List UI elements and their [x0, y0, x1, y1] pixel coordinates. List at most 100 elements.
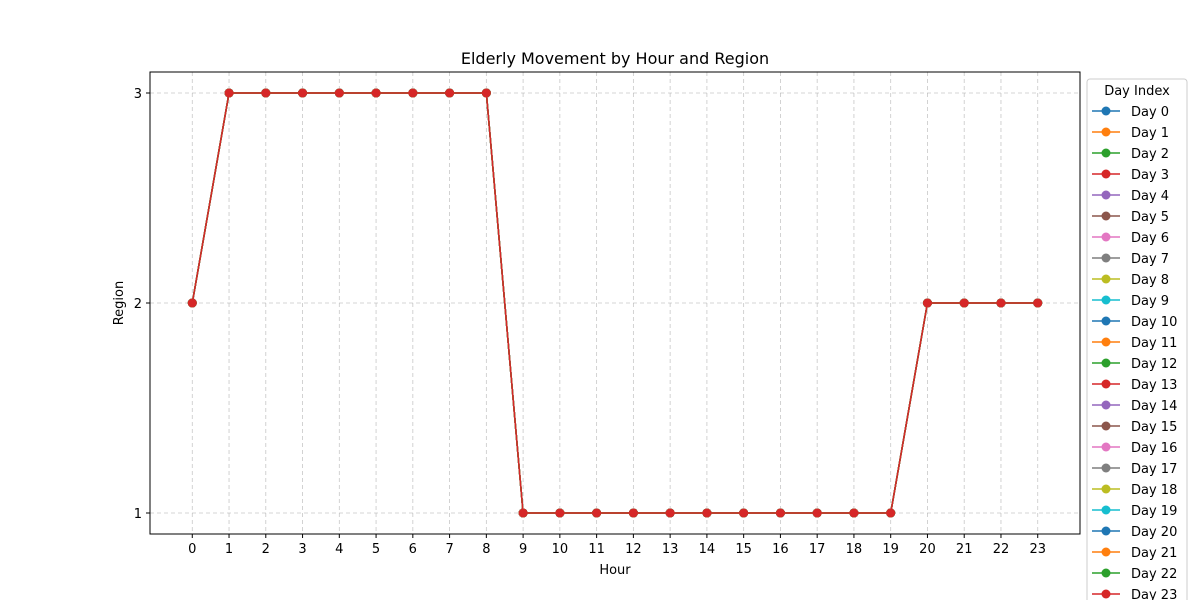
data-point: [628, 508, 638, 518]
x-axis: 0 1 2 3 4 5 6 7 8 9 10 11 12 13 14 15 16 17 18 19 20 21 22 23: [188, 534, 1046, 557]
legend-label: Day 17: [1131, 462, 1177, 477]
legend-entry: Day 20: [1092, 525, 1177, 540]
data-point: [224, 88, 234, 98]
legend-label: Day 18: [1131, 483, 1177, 498]
data-point: [665, 508, 675, 518]
legend-marker: [1101, 190, 1111, 200]
legend-entry: Day 21: [1092, 546, 1177, 561]
legend-marker: [1101, 295, 1111, 305]
data-point: [996, 298, 1006, 308]
legend-entry: Day 7: [1092, 252, 1169, 267]
legend-entry: Day 12: [1092, 357, 1177, 372]
legend-entry: Day 8: [1092, 273, 1169, 288]
legend-marker: [1101, 127, 1111, 137]
legend-label: Day 6: [1131, 231, 1169, 246]
data-point: [555, 508, 565, 518]
data-point: [702, 508, 712, 518]
legend-label: Day 4: [1131, 189, 1169, 204]
legend-marker: [1101, 505, 1111, 515]
x-tick-label: 3: [298, 542, 306, 557]
legend-entry: Day 13: [1092, 378, 1177, 393]
y-tick-label: 2: [134, 297, 142, 312]
x-tick-label: 7: [445, 542, 453, 557]
x-axis-label: Hour: [599, 563, 631, 578]
x-tick-label: 21: [956, 542, 973, 557]
legend-label: Day 2: [1131, 147, 1169, 162]
data-point: [334, 88, 344, 98]
legend-label: Day 0: [1131, 105, 1169, 120]
legend-marker: [1101, 568, 1111, 578]
legend-marker: [1101, 400, 1111, 410]
legend-label: Day 23: [1131, 588, 1177, 600]
legend-label: Day 20: [1131, 525, 1177, 540]
legend-entry: Day 6: [1092, 231, 1169, 246]
legend-marker: [1101, 379, 1111, 389]
x-tick-label: 17: [809, 542, 826, 557]
series-day-23: [187, 88, 1043, 518]
legend-entry: Day 14: [1092, 399, 1177, 414]
legend-label: Day 16: [1131, 441, 1177, 456]
legend-label: Day 3: [1131, 168, 1169, 183]
legend-label: Day 10: [1131, 315, 1177, 330]
legend-label: Day 12: [1131, 357, 1177, 372]
x-tick-label: 5: [372, 542, 380, 557]
series-line: [191, 92, 1038, 514]
legend-label: Day 14: [1131, 399, 1177, 414]
series-lines: [187, 88, 1043, 518]
x-tick-label: 6: [409, 542, 417, 557]
x-tick-label: 2: [262, 542, 270, 557]
legend-marker: [1101, 589, 1111, 599]
legend-label: Day 8: [1131, 273, 1169, 288]
x-tick-label: 15: [735, 542, 752, 557]
x-tick-label: 16: [772, 542, 789, 557]
legend-marker: [1101, 526, 1111, 536]
data-point: [849, 508, 859, 518]
legend-entry: Day 17: [1092, 462, 1177, 477]
data-point: [812, 508, 822, 518]
x-tick-label: 22: [993, 542, 1010, 557]
data-point: [298, 88, 308, 98]
legend-label: Day 19: [1131, 504, 1177, 519]
legend-marker: [1101, 463, 1111, 473]
x-tick-label: 9: [519, 542, 527, 557]
data-point: [1033, 298, 1043, 308]
data-point: [886, 508, 896, 518]
data-point: [371, 88, 381, 98]
data-point: [775, 508, 785, 518]
x-tick-label: 18: [846, 542, 863, 557]
legend-label: Day 5: [1131, 210, 1169, 225]
legend-label: Day 13: [1131, 378, 1177, 393]
legend-marker: [1101, 421, 1111, 431]
data-point: [408, 88, 418, 98]
data-point: [959, 298, 969, 308]
data-point: [922, 298, 932, 308]
data-point: [187, 298, 197, 308]
legend-entry: Day 11: [1092, 336, 1177, 351]
x-tick-label: 8: [482, 542, 490, 557]
legend-label: Day 1: [1131, 126, 1169, 141]
legend-marker: [1101, 106, 1111, 116]
legend-entry: Day 3: [1092, 168, 1169, 183]
legend-label: Day 9: [1131, 294, 1169, 309]
legend-entry: Day 18: [1092, 483, 1177, 498]
data-point: [739, 508, 749, 518]
legend-marker: [1101, 148, 1111, 158]
legend-entry: Day 0: [1092, 105, 1169, 120]
legend-entry: Day 16: [1092, 441, 1177, 456]
x-tick-label: 11: [588, 542, 605, 557]
legend-marker: [1101, 232, 1111, 242]
legend-label: Day 15: [1131, 420, 1177, 435]
data-point: [518, 508, 528, 518]
legend: Day Index Day 0 Day 1 Day 2 Day 3 Day 4 Day 5…: [1086, 78, 1188, 600]
data-point: [592, 508, 602, 518]
legend-entry: Day 1: [1092, 126, 1169, 141]
x-tick-label: 14: [699, 542, 716, 557]
legend-entry: Day 2: [1092, 147, 1169, 162]
legend-entry: Day 15: [1092, 420, 1177, 435]
legend-entry: Day 23: [1092, 588, 1177, 600]
legend-marker: [1101, 274, 1111, 284]
legend-box: [1086, 78, 1188, 600]
legend-marker: [1101, 358, 1111, 368]
legend-label: Day 11: [1131, 336, 1177, 351]
